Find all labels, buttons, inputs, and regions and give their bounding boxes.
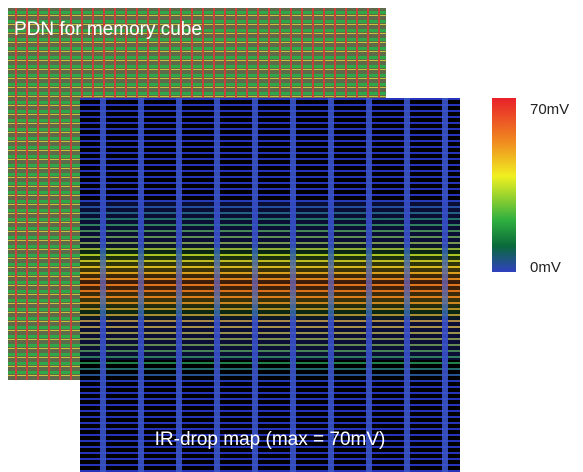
pdn-label: PDN for memory cube	[14, 19, 202, 40]
ir-drop-label: IR-drop map (max = 70mV)	[155, 429, 386, 450]
colorbar-min: 0mV	[530, 259, 561, 276]
ir-drop-panel	[80, 98, 460, 472]
colorbar-max: 70mV	[530, 101, 569, 118]
figure: PDN for memory cube IR-drop map (max = 7…	[0, 0, 583, 472]
colorbar	[492, 98, 516, 272]
page: PDN for memory cube IR-drop map (max = 7…	[0, 0, 583, 472]
